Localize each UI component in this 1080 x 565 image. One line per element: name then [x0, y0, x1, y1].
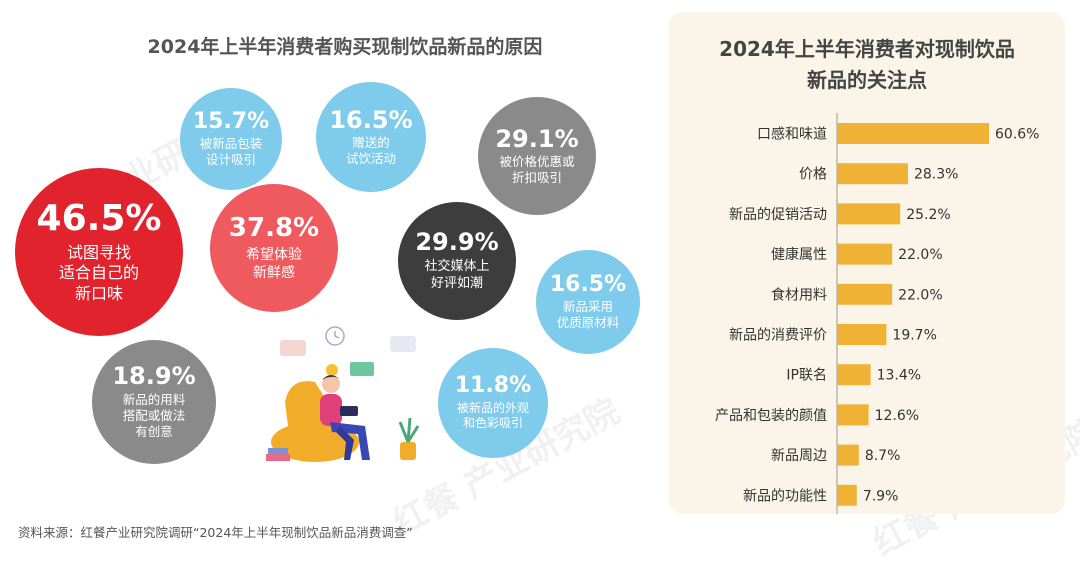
value-label: 22.0%	[898, 247, 942, 263]
category-label: 新品周边	[771, 448, 827, 464]
value-label: 13.4%	[877, 368, 921, 384]
bubble-value: 18.9%	[112, 362, 196, 391]
bubble-quality-materials: 16.5% 新品采用 优质原材料	[536, 250, 640, 354]
bubble-value: 29.9%	[415, 228, 499, 257]
bubble-creative-recipe: 18.9% 新品的用料 搭配或做法 有创意	[92, 340, 216, 464]
bubble-label: 试图寻找 适合自己的 新口味	[58, 242, 139, 304]
bubble-social-media: 29.9% 社交媒体上 好评如潮	[398, 202, 516, 320]
bubble-label: 被价格优惠或 折扣吸引	[499, 153, 575, 186]
person-on-beanbag-illustration	[266, 326, 420, 462]
category-label: 新品的消费评价	[729, 328, 827, 344]
category-label: 价格	[799, 167, 827, 183]
bubble-label: 希望体验 新鲜感	[246, 247, 302, 282]
horizontal-bar-chart: 口感和味道 60.6% 价格 28.3% 新品的促销活动 25.2% 健康属性 22.0% 食材…	[715, 113, 1039, 514]
bubble-label: 新品采用 优质原材料	[556, 298, 620, 331]
bubble-value: 29.1%	[495, 124, 579, 153]
bubble-value: 15.7%	[192, 108, 270, 134]
bubble-label: 赠送的 试饮活动	[345, 134, 396, 167]
bubble-label: 新品的用料 搭配或做法 有创意	[122, 391, 186, 440]
bubble-freshness: 37.8% 希望体验 新鲜感	[210, 184, 338, 312]
bar	[837, 404, 869, 426]
bubble-label: 社交媒体上 好评如潮	[424, 258, 490, 291]
value-label: 25.2%	[906, 207, 950, 223]
bubble-value: 46.5%	[36, 198, 162, 239]
category-label: 口感和味道	[757, 126, 827, 143]
bar	[837, 203, 901, 225]
left-chart-title: 2024年上半年消费者购买现制饮品新品的原因	[147, 36, 543, 58]
value-label: 19.7%	[892, 328, 936, 344]
bar	[837, 243, 893, 265]
value-label: 12.6%	[875, 408, 919, 424]
bubble-value: 11.8%	[454, 373, 532, 399]
bubble-discount: 29.1% 被价格优惠或 折扣吸引	[478, 97, 596, 215]
category-label: 新品的功能性	[743, 488, 827, 504]
right-chart-panel: 2024年上半年消费者对现制饮品 新品的关注点 口感和味道 60.6% 价格 28.3…	[669, 12, 1065, 514]
value-label: 22.0%	[898, 287, 942, 303]
category-label: IP联名	[786, 368, 827, 384]
bar	[837, 163, 908, 185]
category-label: 产品和包装的颜值	[715, 408, 827, 424]
bar	[837, 444, 859, 466]
value-label: 8.7%	[865, 448, 901, 464]
bubble-value: 16.5%	[549, 271, 627, 297]
bar	[837, 364, 871, 386]
bubble-appearance: 11.8% 被新品的外观 和色彩吸引	[438, 348, 548, 458]
bubble-packaging: 15.7% 被新品包装 设计吸引	[180, 88, 282, 190]
value-label: 60.6%	[995, 127, 1039, 143]
bubble-label: 被新品包装 设计吸引	[199, 135, 263, 168]
bubble-label: 被新品的外观 和色彩吸引	[456, 400, 529, 431]
bubble-free-trial: 16.5% 赠送的 试饮活动	[316, 82, 426, 192]
bar	[837, 484, 857, 506]
bar	[837, 324, 887, 345]
bubble-new-flavor: 46.5% 试图寻找 适合自己的 新口味	[15, 168, 183, 336]
value-label: 7.9%	[863, 488, 899, 504]
category-label: 食材用料	[771, 286, 827, 303]
bar	[837, 283, 893, 305]
bar	[837, 123, 989, 144]
bubble-value: 16.5%	[329, 105, 413, 134]
category-label: 健康属性	[771, 246, 827, 263]
category-label: 新品的促销活动	[729, 207, 827, 223]
sparkle-icons	[280, 326, 416, 376]
right-chart-title: 2024年上半年消费者对现制饮品 新品的关注点	[719, 37, 1015, 92]
bubble-value: 37.8%	[228, 212, 320, 243]
source-note: 资料来源：红餐产业研究院调研“2024年上半年现制饮品新品消费调查”	[18, 525, 413, 540]
value-label: 28.3%	[914, 167, 958, 183]
